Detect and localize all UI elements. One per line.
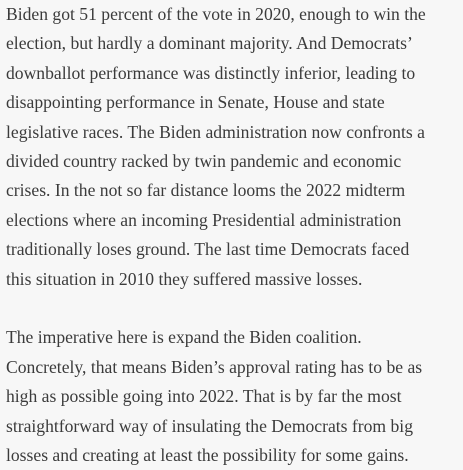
text-line: straightforward way of insulating the De… <box>6 415 413 436</box>
text-line: high as possible going into 2022. That i… <box>6 386 402 407</box>
text-line: downballot performance was distinctly in… <box>6 62 416 83</box>
text-line: crises. In the not so far distance looms… <box>6 180 406 201</box>
text-line: election, but hardly a dominant majority… <box>6 33 413 54</box>
text-line: legislative races. The Biden administrat… <box>6 121 425 142</box>
text-line: The imperative here is expand the Biden … <box>6 327 362 348</box>
text-line: Biden got 51 percent of the vote in 2020… <box>6 4 426 24</box>
text-line: elections where an incoming Presidential… <box>6 209 402 230</box>
text-line: disappointing performance in Senate, Hou… <box>6 92 385 113</box>
paragraph: Biden got 51 percent of the vote in 2020… <box>6 0 463 294</box>
paragraph: The imperative here is expand the Biden … <box>6 323 463 470</box>
text-line: this situation in 2010 they suffered mas… <box>6 268 363 289</box>
text-line: losses and creating at least the possibi… <box>6 445 409 466</box>
text-line: traditionally loses ground. The last tim… <box>6 239 410 260</box>
text-line: Concretely, that means Biden’s approval … <box>6 356 423 377</box>
text-line: divided country racked by twin pandemic … <box>6 151 402 172</box>
page: Article excerpt html, body { margin: 0; … <box>6 4 426 466</box>
page-body: Biden got 51 percent of the vote in 2020… <box>6 4 426 466</box>
